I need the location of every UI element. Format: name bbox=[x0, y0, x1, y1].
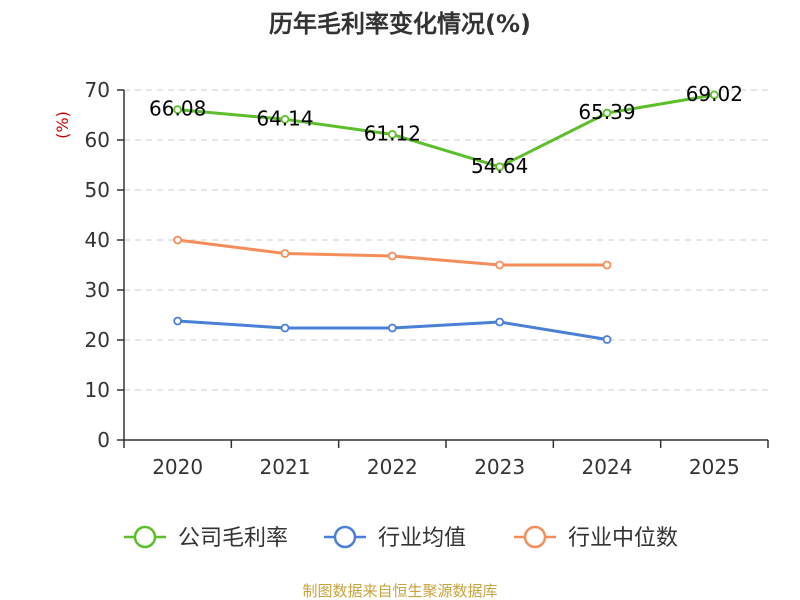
series-1 bbox=[173, 316, 612, 344]
point-0-2024 bbox=[602, 108, 612, 118]
data-label-2023: 54.64 bbox=[471, 154, 528, 178]
data-label-2020: 66.08 bbox=[149, 97, 206, 121]
legend-item-0: 公司毛利率 bbox=[124, 525, 288, 551]
y-tick-label-40: 40 bbox=[85, 228, 110, 252]
legend-label-2: 行业中位数 bbox=[568, 526, 678, 551]
y-axis-label: (%) bbox=[53, 111, 72, 139]
source-note: 制图数据来自恒生聚源数据库 bbox=[302, 582, 497, 600]
legend-label-1: 行业均值 bbox=[378, 526, 466, 551]
point-1-2022 bbox=[387, 323, 397, 333]
point-0-2025 bbox=[709, 90, 719, 100]
x-tick-label-2021: 2021 bbox=[260, 455, 311, 479]
legend: 公司毛利率 行业均值 行业中位数 bbox=[124, 525, 678, 551]
point-2-2024 bbox=[602, 260, 612, 270]
point-1-2023 bbox=[495, 317, 505, 327]
y-tick-label-30: 30 bbox=[85, 278, 110, 302]
x-tick-label-2022: 2022 bbox=[367, 455, 418, 479]
point-0-2020 bbox=[173, 105, 183, 114]
y-tick-label-10: 10 bbox=[85, 378, 110, 402]
x-tick-label-2023: 2023 bbox=[474, 455, 525, 479]
point-1-2021 bbox=[280, 323, 290, 333]
grid-lines bbox=[124, 89, 768, 391]
series-line-0 bbox=[177, 93, 715, 169]
data-labels: 66.08 64.14 61.12 54.64 65.39 69.02 bbox=[149, 82, 743, 178]
y-tick-label-70: 70 bbox=[85, 78, 110, 102]
y-tick-label-20: 20 bbox=[85, 328, 110, 352]
data-label-2022: 61.12 bbox=[364, 121, 421, 145]
y-tick-label-50: 50 bbox=[85, 178, 110, 202]
data-label-2021: 64.14 bbox=[256, 106, 313, 130]
point-2-2022 bbox=[387, 251, 397, 261]
x-tick-label-2024: 2024 bbox=[582, 455, 633, 479]
chart-title: 历年毛利率变化情况(%) bbox=[269, 10, 531, 38]
data-label-2024: 65.39 bbox=[578, 100, 635, 124]
legend-item-1: 行业均值 bbox=[324, 525, 466, 551]
series-0 bbox=[173, 90, 719, 172]
series-lines bbox=[173, 90, 719, 344]
point-0-2023 bbox=[495, 162, 505, 172]
x-tick-label-2020: 2020 bbox=[152, 455, 203, 479]
legend-marker-2 bbox=[523, 525, 547, 549]
y-tick-label-60: 60 bbox=[85, 128, 110, 152]
series-2 bbox=[173, 235, 612, 270]
point-2-2020 bbox=[173, 235, 183, 245]
point-0-2022 bbox=[387, 129, 397, 139]
axes: 0 10 20 30 40 50 60 70 2020 2021 2022 2023 2024 2025 bbox=[85, 78, 769, 479]
legend-item-2: 行业中位数 bbox=[514, 525, 678, 551]
legend-label-0: 公司毛利率 bbox=[178, 526, 288, 551]
legend-marker-1 bbox=[333, 525, 357, 549]
data-label-2025: 69.02 bbox=[686, 82, 743, 106]
point-2-2021 bbox=[280, 249, 290, 258]
y-tick-label-0: 0 bbox=[97, 428, 110, 452]
point-0-2021 bbox=[280, 114, 290, 124]
point-1-2024 bbox=[602, 335, 612, 344]
legend-marker-0 bbox=[133, 525, 157, 549]
point-2-2023 bbox=[495, 260, 505, 270]
point-1-2020 bbox=[173, 316, 183, 326]
x-tick-label-2025: 2025 bbox=[689, 455, 740, 479]
